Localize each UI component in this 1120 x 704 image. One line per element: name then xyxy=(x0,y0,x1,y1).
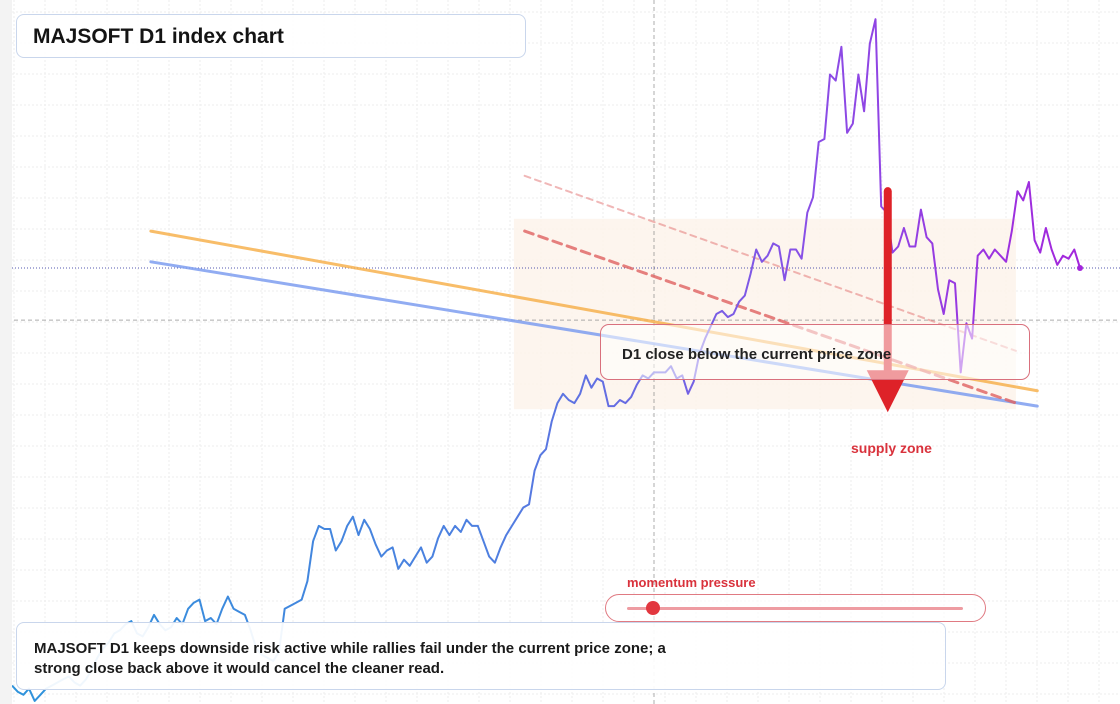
momentum-track xyxy=(627,607,963,610)
supply-zone-label: supply zone xyxy=(851,440,932,456)
note-text: MAJSOFT D1 keeps downside risk active wh… xyxy=(34,640,666,677)
momentum-knob[interactable] xyxy=(645,601,660,615)
title-card: MAJSOFT D1 index chart xyxy=(16,14,526,58)
channel-line-upper xyxy=(523,174,1017,352)
momentum-label: momentum pressure xyxy=(627,575,756,590)
price-zone-label: D1 close below the current price zone xyxy=(622,346,892,363)
note-card: MAJSOFT D1 keeps downside risk active wh… xyxy=(16,622,946,690)
price-series-line xyxy=(11,18,1081,702)
bearish-arrow-head xyxy=(866,370,909,413)
last-price-point xyxy=(1077,264,1083,271)
left-rail xyxy=(0,0,12,704)
momentum-slider[interactable] xyxy=(605,594,986,622)
chart-title: MAJSOFT D1 index chart xyxy=(33,25,284,48)
price-zone-callout: D1 close below the current price zone xyxy=(600,324,1030,380)
